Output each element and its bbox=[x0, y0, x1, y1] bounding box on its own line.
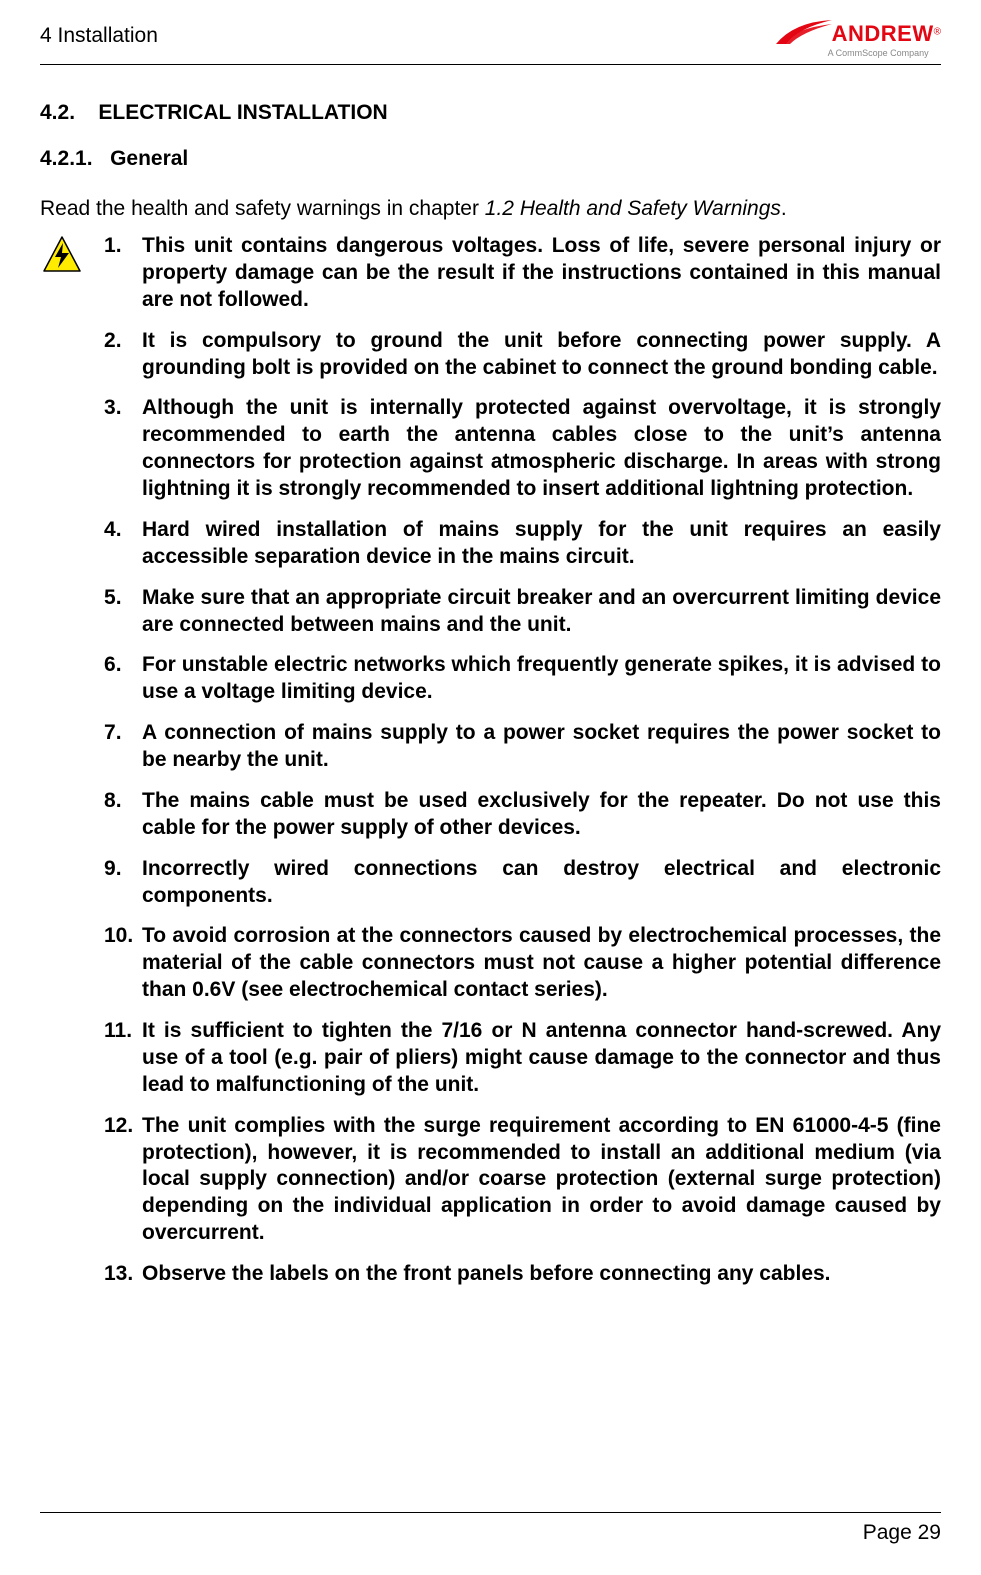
brand-logo-top: ANDREW® bbox=[774, 18, 941, 46]
section-heading: 4.2. ELECTRICAL INSTALLATION bbox=[40, 101, 941, 125]
intro-italic-ref: 1.2 Health and Safety Warnings bbox=[485, 197, 781, 220]
brand-name-text: ANDREW® bbox=[838, 23, 941, 46]
warning-item: Hard wired installation of mains supply … bbox=[104, 517, 941, 571]
warning-item: To avoid corrosion at the connectors cau… bbox=[104, 923, 941, 1004]
warning-item: For unstable electric networks which fre… bbox=[104, 652, 941, 706]
electrical-hazard-icon bbox=[42, 235, 82, 275]
brand-subtitle: A CommScope Company bbox=[828, 48, 929, 58]
warning-item: Although the unit is internally protecte… bbox=[104, 395, 941, 503]
warning-item: Make sure that an appropriate circuit br… bbox=[104, 585, 941, 639]
section-title: ELECTRICAL INSTALLATION bbox=[98, 101, 387, 124]
section-number: 4.2. bbox=[40, 101, 75, 124]
subsection-title: General bbox=[110, 147, 188, 170]
brand-registered-mark: ® bbox=[934, 27, 941, 38]
warning-item: The mains cable must be used exclusively… bbox=[104, 788, 941, 842]
footer-rule bbox=[40, 1512, 941, 1513]
subsection-heading: 4.2.1. General bbox=[40, 147, 941, 171]
intro-suffix: . bbox=[781, 197, 787, 220]
warning-item: This unit contains dangerous voltages. L… bbox=[104, 233, 941, 314]
warning-item: Incorrectly wired connections can destro… bbox=[104, 856, 941, 910]
warnings-block: This unit contains dangerous voltages. L… bbox=[40, 233, 941, 1288]
brand-logo: ANDREW® A CommScope Company bbox=[774, 18, 941, 58]
warning-item: The unit complies with the surge require… bbox=[104, 1113, 941, 1247]
subsection-number: 4.2.1. bbox=[40, 147, 93, 170]
intro-paragraph: Read the health and safety warnings in c… bbox=[40, 197, 941, 221]
warning-item: A connection of mains supply to a power … bbox=[104, 720, 941, 774]
brand-name: ANDREW bbox=[832, 21, 934, 46]
warning-item: Observe the labels on the front panels b… bbox=[104, 1261, 941, 1288]
page-header: 4 Installation ANDREW® A CommScope Compa… bbox=[40, 18, 941, 62]
header-chapter-title: 4 Installation bbox=[40, 18, 158, 48]
page-footer: Page 29 bbox=[40, 1482, 941, 1545]
page-content: 4.2. ELECTRICAL INSTALLATION 4.2.1. Gene… bbox=[40, 65, 941, 1482]
warning-item: It is compulsory to ground the unit befo… bbox=[104, 328, 941, 382]
page: 4 Installation ANDREW® A CommScope Compa… bbox=[0, 0, 981, 1575]
page-number: Page 29 bbox=[40, 1521, 941, 1545]
intro-prefix: Read the health and safety warnings in c… bbox=[40, 197, 485, 220]
brand-swoosh-icon bbox=[774, 18, 834, 46]
warnings-list: This unit contains dangerous voltages. L… bbox=[104, 233, 941, 1288]
warning-item: It is sufficient to tighten the 7/16 or … bbox=[104, 1018, 941, 1099]
